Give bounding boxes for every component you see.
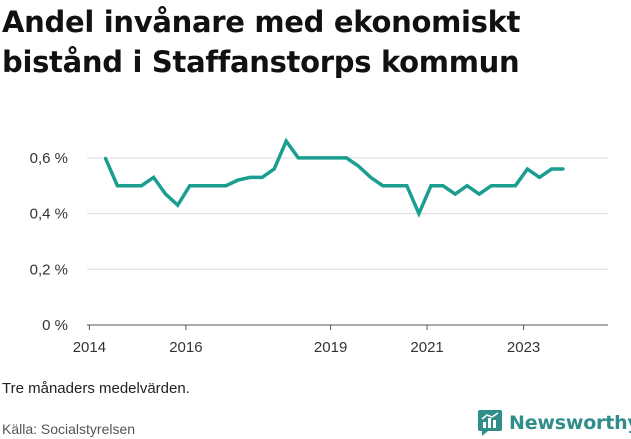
x-tick-label: 2014	[73, 339, 106, 356]
data-point	[140, 184, 143, 187]
data-point	[490, 184, 493, 187]
brand-name: Newsworthy	[509, 412, 631, 434]
data-point	[477, 192, 481, 196]
data-point	[345, 156, 348, 160]
data-point	[514, 184, 517, 187]
data-point	[212, 184, 216, 187]
data-point	[429, 184, 433, 187]
data-point	[453, 192, 457, 196]
data-point	[224, 184, 228, 187]
data-point	[405, 184, 409, 187]
brand-logo: Newsworthy	[477, 408, 631, 438]
data-point	[538, 176, 541, 179]
data-point	[176, 204, 179, 207]
y-tick-label: 0,2 %	[30, 261, 68, 278]
data-point	[333, 156, 336, 160]
data-point	[200, 184, 204, 187]
data-point	[152, 176, 155, 179]
data-point	[550, 167, 553, 171]
data-point	[381, 184, 384, 187]
data-point	[393, 184, 396, 187]
data-point	[441, 184, 445, 187]
data-point	[104, 156, 107, 160]
data-point	[285, 139, 288, 143]
x-tick-label: 2016	[169, 339, 202, 356]
data-point	[116, 184, 119, 187]
data-point	[272, 167, 276, 171]
data-point	[260, 176, 264, 179]
x-tick-label: 2021	[410, 339, 443, 356]
y-tick-label: 0 %	[42, 317, 68, 334]
data-point	[465, 184, 469, 187]
data-point	[236, 178, 240, 182]
y-tick-label: 0,6 %	[30, 150, 68, 167]
data-point	[417, 212, 421, 215]
data-point	[357, 165, 360, 168]
data-point	[526, 167, 529, 171]
x-tick-label: 2023	[507, 339, 540, 356]
chart-note: Tre månaders medelvärden.	[2, 380, 190, 397]
series-line	[103, 137, 564, 218]
data-point	[188, 184, 191, 187]
data-point	[321, 156, 324, 160]
data-point	[562, 167, 565, 171]
source-label: Källa: Socialstyrelsen	[2, 421, 136, 437]
data-point	[248, 176, 252, 179]
x-tick-label: 2019	[314, 339, 347, 356]
data-point	[309, 156, 312, 160]
y-tick-label: 0,4 %	[30, 206, 68, 223]
chart-title: Andel invånare med ekonomiskt bistånd i …	[2, 5, 521, 79]
newsworthy-logo-icon	[478, 410, 502, 436]
data-point	[297, 156, 300, 160]
data-point	[128, 184, 131, 187]
data-point	[164, 192, 167, 196]
data-point	[502, 184, 505, 187]
data-point	[369, 176, 372, 179]
